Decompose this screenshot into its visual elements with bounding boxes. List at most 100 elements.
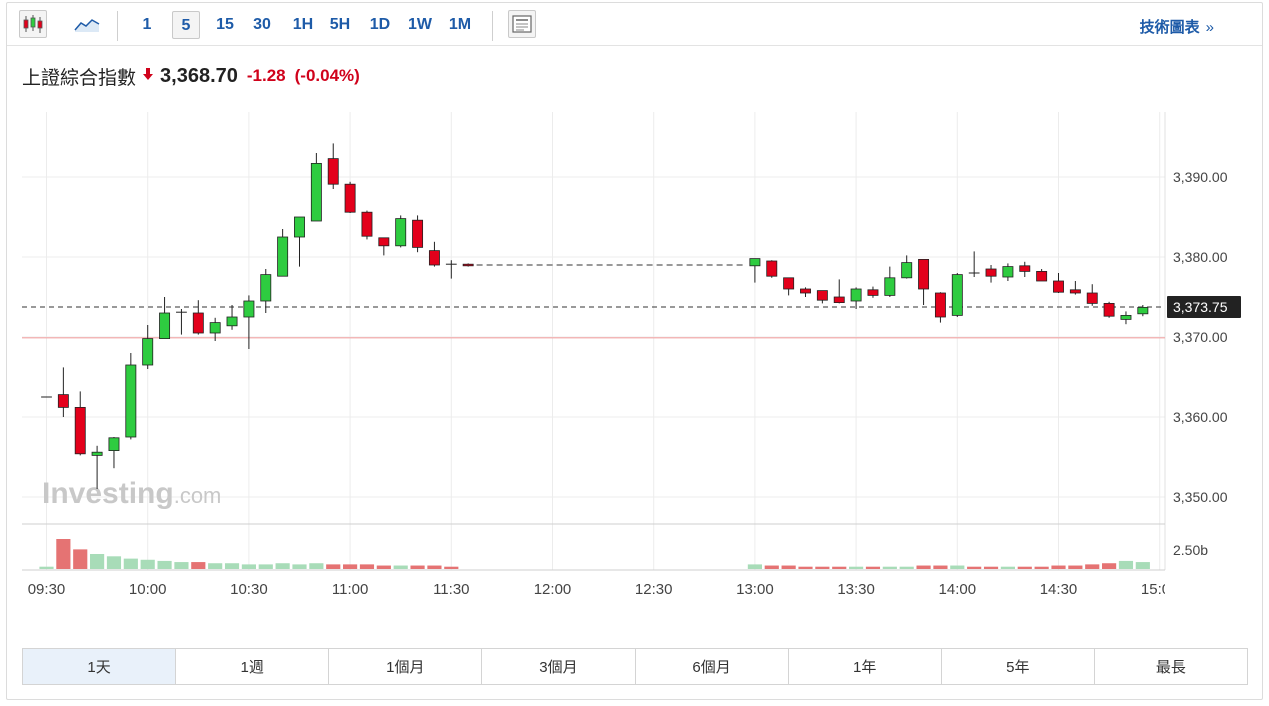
x-tick-label: 09:30 — [28, 581, 66, 598]
candle-body — [243, 300, 255, 318]
volume-bar — [764, 565, 779, 569]
range-button-5[interactable]: 1年 — [788, 649, 942, 684]
quote-header: 上證綜合指數 3,368.70 -1.28 (-0.04%) — [22, 63, 360, 89]
volume-bar — [865, 566, 881, 569]
x-tick-label: 14:30 — [1040, 581, 1078, 598]
candle-body — [74, 406, 86, 455]
candle-body — [310, 162, 322, 222]
candle-body — [1053, 280, 1064, 293]
volume-bar — [393, 565, 408, 569]
price-chart[interactable]: Investing.com 3,390.00 3,380.00 3,370.00 3,3… — [0, 0, 1269, 640]
interval-button-15[interactable]: 15 — [216, 16, 234, 33]
candle-body — [378, 237, 390, 247]
candle-body — [833, 296, 845, 303]
range-button-7[interactable]: 最長 — [1094, 649, 1247, 684]
index-name: 上證綜合指數 — [22, 67, 137, 89]
last-price: 3,368.70 — [160, 64, 238, 87]
volume-bar — [56, 539, 71, 569]
watermark-brand: Investing — [42, 477, 174, 510]
range-button-4[interactable]: 6個月 — [635, 649, 789, 684]
volume-bar — [275, 563, 290, 569]
candle-body — [108, 437, 120, 451]
volume-bar — [174, 562, 189, 569]
volume-bar — [157, 560, 172, 569]
volume-bar — [1135, 562, 1150, 569]
candle-body — [1137, 306, 1149, 315]
candle-body — [766, 260, 778, 277]
candle-body — [1069, 289, 1081, 294]
candle-body — [901, 262, 913, 279]
time-range-selector: 1天 1週 1個月 3個月 6個月 1年 5年 最長 — [22, 648, 1248, 685]
interval-button-1m[interactable]: 1M — [448, 16, 472, 33]
volume-bar — [258, 564, 273, 569]
volume-bar — [326, 564, 341, 569]
interval-button-1w[interactable]: 1W — [408, 16, 432, 33]
candle-body — [361, 211, 373, 237]
y-tick-label: 3,360.00 — [1173, 409, 1228, 425]
volume-bar — [916, 565, 931, 569]
interval-button-30[interactable]: 30 — [253, 16, 271, 33]
range-button-3[interactable]: 3個月 — [482, 649, 636, 684]
volume-bar — [343, 564, 358, 569]
interval-button-1[interactable]: 1 — [142, 16, 152, 33]
volume-bar — [90, 554, 105, 569]
range-button-6[interactable]: 5年 — [941, 649, 1095, 684]
candle-body — [344, 183, 356, 213]
volume-bar — [1102, 563, 1117, 569]
y-tick-label: 3,370.00 — [1173, 329, 1228, 345]
volume-bar — [967, 566, 982, 569]
interval-button-1d[interactable]: 1D — [369, 16, 391, 33]
x-tick-label: 10:30 — [230, 581, 268, 598]
range-button-2[interactable]: 1個月 — [329, 649, 483, 684]
y-tick-label: 3,390.00 — [1173, 169, 1228, 185]
volume-bar — [1085, 564, 1100, 569]
settings-panel-icon[interactable] — [508, 10, 536, 38]
candle-body — [884, 277, 896, 296]
area-chart-icon[interactable] — [73, 10, 101, 38]
volume-bar — [359, 564, 375, 569]
candle-body — [277, 236, 289, 277]
candle-body — [800, 288, 811, 294]
candle-body — [1036, 270, 1048, 282]
interval-button-5[interactable]: 5 — [172, 11, 200, 39]
candle-body — [1019, 265, 1031, 272]
candle-body — [462, 263, 474, 267]
volume-bar — [376, 565, 391, 569]
candle-body — [867, 289, 879, 296]
technical-chart-link[interactable]: 技術圖表 » — [1140, 16, 1214, 37]
candle-body — [985, 268, 997, 277]
volume-bar — [140, 559, 155, 569]
volume-bar — [1118, 560, 1134, 569]
x-tick-label: 13:30 — [837, 581, 875, 598]
toolbar-separator — [117, 11, 118, 41]
candle-body — [816, 290, 828, 301]
chevron-right-icon: » — [1205, 19, 1214, 36]
candle-body — [918, 258, 930, 290]
candlestick-icon[interactable] — [19, 10, 47, 38]
candle-body — [209, 322, 221, 334]
volume-bar — [39, 566, 54, 569]
interval-button-1h[interactable]: 1H — [292, 16, 314, 33]
candle-body — [159, 312, 171, 340]
candle-body — [1103, 302, 1115, 317]
volume-bar — [1000, 566, 1015, 569]
candle-body — [294, 216, 305, 238]
candle-body — [783, 277, 795, 290]
watermark-logo: Investing.com — [42, 477, 221, 510]
volume-bar — [427, 565, 442, 569]
candle-body — [749, 258, 761, 267]
volume-bar — [224, 563, 240, 569]
volume-bar — [882, 566, 897, 569]
candle-body — [192, 312, 204, 334]
candle-body — [1120, 314, 1132, 320]
volume-bar — [781, 565, 796, 569]
interval-button-5h[interactable]: 5H — [329, 16, 351, 33]
technical-chart-label: 技術圖表 — [1139, 19, 1200, 36]
candle-body — [91, 451, 103, 456]
range-button-0[interactable]: 1天 — [23, 649, 177, 684]
range-button-1[interactable]: 1週 — [176, 649, 330, 684]
volume-bar — [832, 566, 847, 569]
x-tick-label: 15:00 — [1141, 581, 1179, 598]
volume-scale-label: 2.50b — [1173, 542, 1208, 558]
volume-bar — [410, 565, 425, 569]
